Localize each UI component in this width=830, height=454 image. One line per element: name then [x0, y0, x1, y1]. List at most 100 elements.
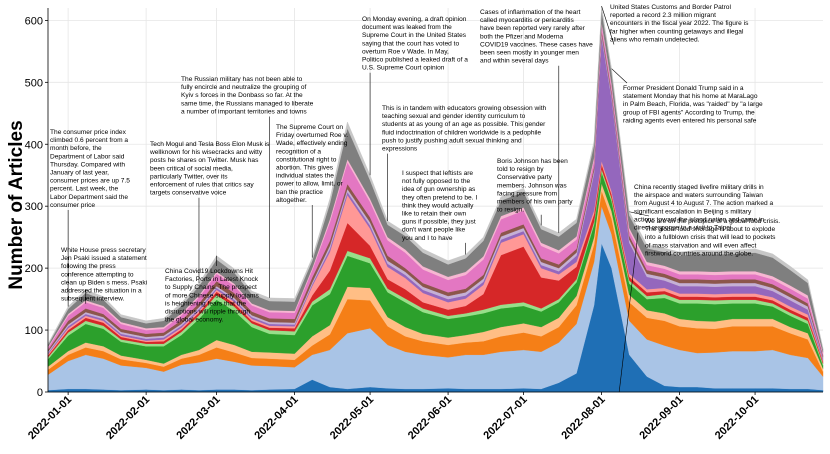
axes: [47, 8, 823, 393]
y-axis-label: Number of Articles: [6, 120, 27, 289]
annotation-line: reported a record 2.3 million migrant: [610, 12, 716, 19]
annotation-5: The Russian military has not been able t…: [181, 76, 314, 115]
annotation-line: and within several days: [480, 58, 549, 65]
annotation-line: The Supreme Court on: [276, 124, 343, 131]
annotation-line: Labor Department said the: [50, 194, 128, 201]
annotation-11: Cases of inflammation of the heartcalled…: [480, 9, 593, 65]
annotation-line: direct response to a visit to Taipei: [634, 225, 732, 232]
annotation-line: altogether.: [276, 197, 307, 204]
annotation-7: On Monday evening, a draft opiniondocume…: [362, 16, 468, 72]
annotation-line: idea of gun ownership as: [402, 186, 476, 193]
annotation-line: subsequent interview.: [61, 296, 125, 303]
annotation-line: addressed the situation in a: [61, 288, 142, 295]
annotation-line: to resign.: [497, 207, 524, 214]
annotation-line: China recently staged livefire military …: [634, 184, 764, 191]
annotation-line: group of FBI agents" According to Trump,…: [623, 109, 755, 116]
annotation-line: posts he shares on Twitter. Musk has: [150, 157, 259, 164]
annotation-line: have been reported very rarely after: [480, 25, 586, 32]
y-tick-label: 300: [25, 201, 43, 213]
y-tick-label: 400: [25, 139, 43, 151]
annotation-line: of mass starvation and will even affect: [645, 242, 756, 249]
annotation-line: percent. Last week, the: [50, 186, 119, 193]
annotation-leader: [601, 6, 615, 45]
annotation-line: document was leaked from the: [362, 24, 452, 31]
annotation-line: Cases of inflammation of the heart: [480, 9, 581, 16]
x-tick-label: 2022-01-01: [26, 394, 74, 442]
x-tick-label: 2022-10-01: [713, 394, 761, 442]
x-tick-label: 2022-05-01: [328, 394, 376, 442]
annotation-line: facing pressure from: [497, 190, 558, 197]
annotation-line: consumer prices are up 7.5: [50, 178, 130, 185]
x-tick-label: 2022-02-01: [104, 394, 152, 442]
annotation-line: firstworld countries around the globe.: [645, 250, 753, 257]
annotation-line: been seen mostly in younger men: [480, 50, 579, 57]
annotation-line: Former President Donald Trump said in a: [623, 85, 744, 92]
annotation-line: White House press secretary: [61, 247, 146, 254]
annotation-line: This is in tandem with educators growing…: [382, 105, 547, 112]
annotation-line: members of his own party: [497, 199, 573, 206]
annotation-line: Politico published a leaked draft of a: [362, 57, 468, 64]
annotation-line: expressions: [382, 146, 418, 153]
annotation-line: following the press: [61, 263, 116, 270]
annotation-line: in Palm Beach, Florida, was "raided" by …: [623, 101, 763, 108]
annotation-line: Jen Psaki issued a statement: [61, 255, 147, 262]
y-tick-label: 0: [37, 387, 43, 399]
annotation-line: wellknown for his wisecracks and witty: [149, 149, 263, 156]
annotation-line: called myocarditis or pericarditis: [480, 17, 575, 24]
annotation-line: China Covid19 Lockdowns Hit: [165, 268, 253, 275]
area-series: [47, 6, 824, 393]
annotation-line: members. Johnson was: [497, 182, 567, 189]
annotation-line: you and I to have: [402, 235, 453, 242]
annotation-line: same time, the Russians managed to liber…: [181, 100, 314, 107]
annotation-line: fully encircle and neutralize the groupi…: [181, 84, 307, 91]
area-series-15: [47, 6, 824, 350]
annotation-line: constitutional right to: [276, 156, 337, 163]
annotation-line: aliens who remain undetected.: [610, 36, 700, 43]
annotation-line: United States Customs and Border Patrol: [610, 4, 731, 11]
annotation-line: guns if possible, they just: [402, 219, 476, 226]
annotation-leader: [618, 232, 639, 393]
x-tick-label: 2022-09-01: [637, 394, 685, 442]
annotation-line: clean up Biden s mess. Psaki: [61, 279, 148, 286]
annotation-line: consumer price: [50, 202, 95, 209]
y-tick-label: 100: [25, 325, 43, 337]
annotation-line: a number of important territories and to…: [181, 108, 307, 115]
annotation-line: Wade, effectively ending: [276, 140, 348, 147]
annotation-line: don't want people like: [402, 227, 466, 234]
annotation-line: climbed 0.6 percent from a: [50, 137, 128, 144]
annotation-line: individual states the: [276, 173, 334, 180]
annotation-line: actions toward the island nation and cam…: [634, 216, 764, 223]
annotation-line: raiding agents even entered his personal…: [623, 117, 757, 124]
annotation-15: We are on the precipice of a global food…: [645, 218, 780, 257]
annotation-line: particularly Twitter, over its: [150, 173, 228, 180]
y-tick-label: 500: [25, 77, 43, 89]
annotation-12: United States Customs and Border Patrolr…: [610, 4, 749, 43]
annotation-line: On Monday evening, a draft opinion: [362, 16, 467, 23]
annotation-line: disruptions will ripple through: [165, 309, 250, 316]
annotation-line: I suspect that leftists are: [402, 170, 473, 177]
annotation-leader: [611, 68, 628, 84]
annotation-line: abortion. This gives: [276, 165, 334, 172]
annotation-line: month before, the: [50, 145, 102, 152]
annotation-line: the airspace and waters surrounding Taiw…: [634, 192, 763, 199]
annotation-line: ban the practice: [276, 189, 323, 196]
x-tick-label: 2022-06-01: [406, 394, 454, 442]
annotation-line: conference attempting to: [61, 271, 134, 278]
annotation-line: into a fullblown crisis that will lead t…: [645, 234, 776, 241]
annotation-line: The global food shortage is about to exp…: [645, 226, 775, 233]
annotation-line: We are on the precipice of a global food…: [645, 218, 780, 225]
annotation-line: The consumer price index: [50, 129, 127, 136]
annotation-line: enforcement of rules that critics say: [150, 182, 254, 189]
annotation-line: push to justify pushing adult sexual thi…: [382, 137, 522, 144]
y-tick-labels: 0 100 200 300 400 500 600: [25, 15, 48, 399]
annotation-line: the global economy.: [165, 317, 224, 324]
annotation-leader-lines: [67, 6, 650, 393]
annotation-line: like to retain their own: [402, 211, 466, 218]
